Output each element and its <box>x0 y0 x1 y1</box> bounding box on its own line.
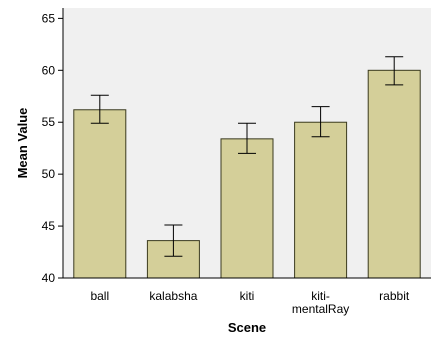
bar-4 <box>367 69 421 279</box>
y-tick-label-1: 45 <box>42 219 56 233</box>
bars-group <box>73 69 421 279</box>
y-tick-label-2: 50 <box>42 167 56 181</box>
x-tick-label-0: ball <box>90 289 109 303</box>
bar-3 <box>294 121 348 279</box>
error-bars-group <box>90 56 404 257</box>
bar-0 <box>73 109 127 279</box>
y-ticks-group: 40 45 50 55 60 65 <box>42 11 63 285</box>
x-tick-label-2: kiti <box>240 289 255 303</box>
x-tick-label-3: kiti-mentalRay <box>292 289 349 316</box>
y-tick-label-0: 40 <box>42 271 56 285</box>
x-tick-label-1: kalabsha <box>149 289 197 303</box>
axes-group <box>62 8 431 279</box>
x-tick-label-4: rabbit <box>379 289 410 303</box>
y-tick-label-5: 65 <box>42 11 56 25</box>
x-axis-title: Scene <box>228 320 266 335</box>
bar-2 <box>220 138 274 279</box>
y-axis-title: Mean Value <box>15 108 30 179</box>
y-tick-label-4: 60 <box>42 63 56 77</box>
x-labels-group: ball kalabsha kiti kiti-mentalRay rabbit <box>90 289 409 316</box>
y-tick-label-3: 55 <box>42 115 56 129</box>
